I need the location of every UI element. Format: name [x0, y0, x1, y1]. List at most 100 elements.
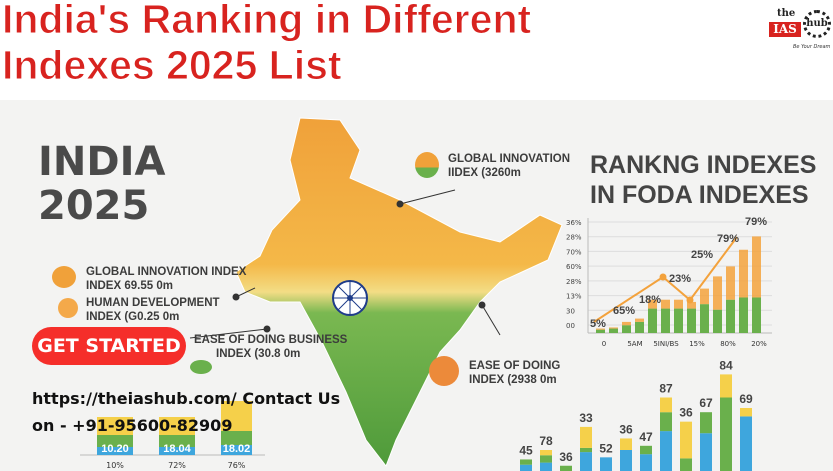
- bar-segment-green: [622, 325, 631, 333]
- bar-segment: [221, 445, 252, 455]
- bar-segment: [680, 458, 692, 471]
- title-line-2: Indexes 2025 List: [1, 42, 342, 89]
- data-label: 45: [519, 443, 533, 457]
- data-label: 5%: [590, 318, 606, 330]
- ranking-heading: RANKNG INDEXES IN FODA INDEXES: [590, 150, 816, 210]
- ease-of-doing-icon: [429, 356, 459, 386]
- trend-point: [686, 296, 694, 304]
- logo-ias: IAS: [769, 22, 801, 37]
- bar-segment: [720, 397, 732, 471]
- bar-segment: [700, 412, 712, 434]
- label-value: INDEX (30.8 0m: [216, 348, 301, 360]
- data-label: 65%: [613, 305, 635, 317]
- india-heading: INDIA 2025: [38, 140, 165, 228]
- bar-segment-yellow: [687, 301, 696, 309]
- bar-segment: [159, 435, 195, 447]
- connector-lines: [189, 189, 501, 339]
- bar-segment: [97, 447, 133, 455]
- bar-segment-yellow: [726, 266, 735, 300]
- bar-segment-yellow: [674, 299, 683, 309]
- india-heading-line2: 2025: [38, 183, 150, 229]
- bar-segment: [740, 408, 752, 417]
- title-line-1: India's Ranking in Different: [1, 0, 532, 43]
- left-label-innovation: GLOBAL INNOVATION INDEX INDEX 69.55 0m: [86, 265, 246, 293]
- bar-segment: [620, 438, 632, 450]
- page-title: India's Ranking in Different Indexes 202…: [1, 0, 532, 89]
- bar-segment-yellow: [700, 288, 709, 305]
- y-tick-label: 70%: [566, 248, 582, 256]
- bar-segment: [660, 431, 672, 471]
- bar-segment-yellow: [713, 276, 722, 310]
- left-label-business: EASE OF DOING BUSINESS INDEX (30.8 0m: [194, 333, 347, 361]
- title-band: [0, 0, 833, 100]
- bar-segment-yellow: [635, 318, 644, 322]
- data-label: 84: [719, 358, 733, 372]
- bar-segment: [159, 417, 195, 435]
- data-label: 36: [559, 450, 573, 464]
- innovation-map-icon: [415, 152, 439, 178]
- website-link[interactable]: https://theiashub.com/ Contact Us: [32, 389, 341, 408]
- data-label: 25%: [691, 249, 713, 261]
- data-label: 18.04: [163, 443, 191, 455]
- x-tick-label: 5AM: [627, 340, 642, 348]
- bar-segment: [97, 435, 133, 447]
- bar-segment-green: [596, 329, 605, 333]
- logo-tagline: Be Your Dream: [793, 44, 831, 50]
- data-label: 69: [739, 392, 753, 406]
- trend-point: [659, 273, 667, 281]
- data-label: 78: [539, 434, 553, 448]
- ias-hub-logo[interactable]: the IAS hub Be Your Dream: [763, 0, 833, 72]
- bar-segment-yellow: [609, 327, 618, 329]
- bar-segment: [740, 416, 752, 471]
- bar-segment: [700, 433, 712, 471]
- business-icon: [190, 360, 212, 374]
- bar-segment: [600, 457, 612, 471]
- bar-segment: [660, 412, 672, 432]
- y-tick-label: 30: [566, 307, 575, 315]
- bar-segment: [159, 447, 195, 455]
- bar-segment: [620, 450, 632, 471]
- ashoka-chakra-icon: [332, 280, 368, 316]
- bar-segment: [520, 464, 532, 471]
- bar-segment-yellow: [622, 321, 631, 326]
- logo-the: the: [777, 8, 796, 19]
- bar-segment-green: [609, 328, 618, 333]
- y-tick-label: 60%: [566, 263, 582, 271]
- bar-segment: [221, 401, 252, 431]
- bar-segment: [560, 465, 572, 471]
- contact-info: https://theiashub.com/ Contact Us on - +…: [32, 385, 340, 439]
- data-label: 10.20: [101, 443, 129, 455]
- x-tick-label: 76%: [228, 461, 246, 470]
- map-label-innovation: GLOBAL INNOVATION IIDEX (3260m: [448, 152, 570, 180]
- data-label: 18%: [639, 294, 661, 306]
- bar-segment-green: [661, 308, 670, 333]
- data-label: 18.02: [223, 443, 251, 455]
- human-development-icon: [58, 298, 78, 318]
- bar-segment-yellow: [648, 299, 657, 309]
- phone-number: on - +91-95600-82909: [32, 416, 233, 435]
- x-tick-label: 20%: [751, 340, 767, 348]
- label-value: IIDEX (3260m: [448, 167, 521, 179]
- bar-segment: [580, 426, 592, 448]
- data-label: 47: [639, 430, 653, 444]
- label-line: EASE OF DOING: [469, 360, 561, 372]
- bar-segment: [720, 374, 732, 398]
- bar-segment: [540, 450, 552, 456]
- bar-segment-green: [713, 309, 722, 333]
- bar-segment-green: [687, 308, 696, 333]
- label-line: EASE OF DOING BUSINESS: [194, 334, 348, 346]
- x-tick-label: 10%: [106, 461, 124, 470]
- trend-line: [593, 236, 738, 323]
- label-line: HUMAN DEVELOPMENT: [86, 297, 220, 309]
- data-label: 79%: [745, 216, 767, 228]
- heading-line: IN FODA INDEXES: [590, 181, 809, 209]
- left-label-hdi: HUMAN DEVELOPMENT INDEX (G0.25 0m: [86, 296, 220, 324]
- get-started-button[interactable]: GET STARTED: [32, 327, 186, 365]
- data-label: 52: [599, 441, 613, 455]
- x-tick-label: 0: [602, 340, 606, 348]
- data-label: 67: [699, 396, 713, 410]
- bar-segment-green: [648, 308, 657, 333]
- heading-line: RANKNG INDEXES: [590, 151, 817, 179]
- data-label: 79%: [717, 233, 739, 245]
